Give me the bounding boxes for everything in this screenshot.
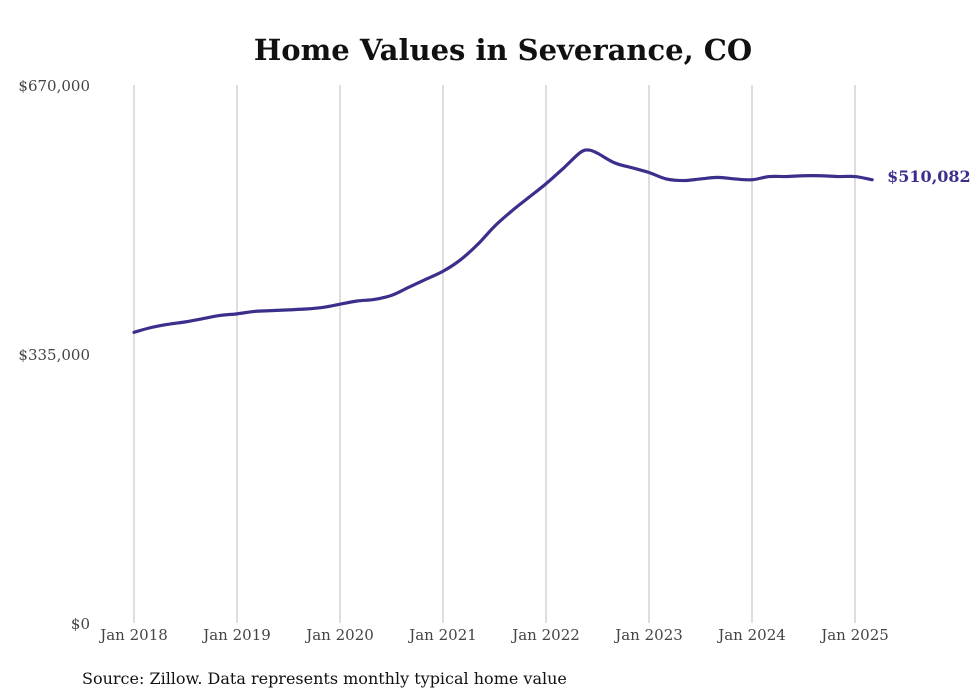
- x-tick-label: Jan 2021: [407, 626, 477, 644]
- x-tick-label: Jan 2024: [716, 626, 786, 644]
- x-tick-label: Jan 2022: [510, 626, 580, 644]
- x-tick-label: Jan 2023: [613, 626, 683, 644]
- y-tick-label: $335,000: [18, 346, 90, 364]
- latest-value-label: $510,082: [887, 167, 971, 186]
- y-tick-label: $0: [71, 615, 90, 633]
- x-tick-label: Jan 2025: [819, 626, 889, 644]
- chart-title: Home Values in Severance, CO: [254, 33, 752, 67]
- home-value-line: [132, 148, 874, 334]
- x-tick-label: Jan 2018: [98, 626, 168, 644]
- x-tick-label: Jan 2019: [201, 626, 271, 644]
- gridlines: [133, 85, 856, 623]
- y-axis-ticks: $0 $335,000 $670,000: [18, 77, 90, 633]
- y-tick-label: $670,000: [18, 77, 90, 95]
- x-axis-ticks: Jan 2018 Jan 2019 Jan 2020 Jan 2021 Jan 2022…: [98, 626, 889, 644]
- source-note: Source: Zillow. Data represents monthly …: [82, 669, 567, 688]
- x-tick-label: Jan 2020: [304, 626, 374, 644]
